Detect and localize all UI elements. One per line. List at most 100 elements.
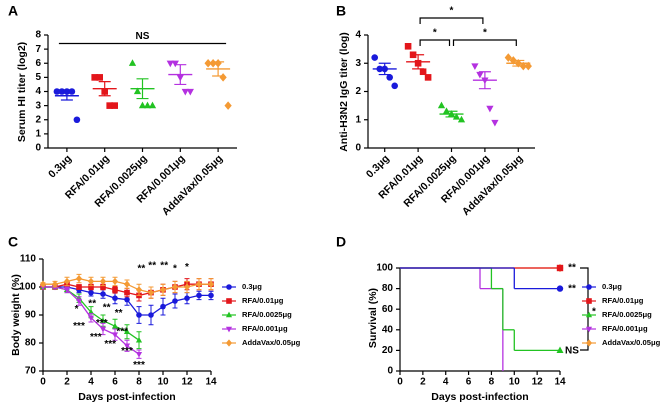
significance-bracket <box>580 267 589 351</box>
significance-label: *** <box>73 321 85 332</box>
x-tick-label: AddaVax/0.05μg <box>460 153 525 218</box>
panel-letter: B <box>336 3 346 19</box>
x-tick-label: 10 <box>509 377 521 388</box>
data-point <box>112 295 118 302</box>
data-point <box>100 284 106 290</box>
significance-label: * <box>450 6 454 17</box>
x-tick-label: 14 <box>205 377 217 388</box>
y-tick-label: 40 <box>382 324 394 335</box>
data-point <box>476 71 484 79</box>
legend-label: 0.3μg <box>602 282 622 291</box>
data-point <box>63 287 71 294</box>
significance-label: NS <box>136 31 150 42</box>
data-point <box>386 74 394 81</box>
data-point <box>207 280 215 288</box>
error-bar <box>378 62 391 76</box>
error-bar <box>174 64 187 86</box>
data-point <box>491 119 499 127</box>
data-point <box>39 280 47 288</box>
significance-label: * <box>75 304 79 315</box>
data-point <box>391 82 399 90</box>
y-tick-label: 2 <box>35 114 41 125</box>
data-point <box>87 308 95 315</box>
data-point <box>160 303 166 310</box>
x-tick-label: 6 <box>112 377 118 388</box>
data-point <box>166 60 174 68</box>
significance-label: ** <box>88 298 96 309</box>
data-point <box>123 328 131 335</box>
legend-marker <box>586 284 592 290</box>
data-point <box>99 277 107 286</box>
y-axis-label: Body weight (%) <box>10 274 22 356</box>
legend-label: AddaVax/0.05μg <box>602 338 661 347</box>
data-point <box>91 74 98 81</box>
data-point <box>204 58 212 68</box>
x-tick-label: 4 <box>443 377 449 388</box>
data-point <box>471 63 479 71</box>
data-point <box>53 88 61 95</box>
y-tick-label: 80 <box>382 283 394 294</box>
y-tick-label: 0 <box>35 143 41 154</box>
y-axis-label: Anti-H3N2 IgG titer (log) <box>338 32 350 152</box>
y-tick-label: 20 <box>382 345 394 356</box>
data-point <box>136 312 142 318</box>
data-point <box>96 74 103 81</box>
significance-label: *** <box>116 326 128 337</box>
legend-label: RFA/0.001μg <box>602 324 648 333</box>
data-point <box>147 288 155 297</box>
significance-label: *** <box>96 318 108 329</box>
data-point <box>486 105 494 113</box>
data-point <box>135 351 143 358</box>
y-tick-label: 100 <box>19 282 36 293</box>
legend-marker <box>585 326 593 333</box>
y-tick-label: 0 <box>387 366 393 377</box>
data-point <box>63 277 71 286</box>
y-tick-label: 60 <box>382 304 394 315</box>
data-point <box>224 101 232 110</box>
y-tick-label: 6 <box>35 58 41 69</box>
significance-label: ** <box>115 308 123 319</box>
y-tick-label: 8 <box>35 30 41 41</box>
data-point <box>133 87 142 95</box>
x-tick-label: 14 <box>554 377 566 388</box>
y-tick-label: 4 <box>355 30 361 41</box>
x-tick-label: 2 <box>420 377 426 388</box>
error-bar <box>412 54 425 70</box>
data-point <box>88 284 94 290</box>
x-axis-label: Days post-infection <box>431 391 528 403</box>
data-point <box>124 289 130 296</box>
significance-label: *** <box>90 332 102 343</box>
legend-label: RFA/0.0025μg <box>242 310 292 319</box>
data-point <box>419 68 427 76</box>
y-axis-label: Serum HI titer (log2) <box>16 42 28 142</box>
legend-label: RFA/0.01μg <box>602 296 644 305</box>
y-tick-label: 3 <box>35 100 41 111</box>
y-tick-label: 5 <box>35 72 41 83</box>
legend-label: RFA/0.001μg <box>242 324 288 333</box>
legend-label: 0.3μg <box>242 282 262 291</box>
legend-marker <box>585 339 593 347</box>
error-bar <box>212 61 225 77</box>
significance-label: ** <box>568 284 576 295</box>
data-point <box>76 284 82 290</box>
data-point <box>73 116 81 124</box>
data-point <box>124 296 130 303</box>
error-bar <box>512 59 525 67</box>
data-point <box>135 286 143 294</box>
data-point <box>143 101 152 109</box>
significance-label: * <box>592 307 596 318</box>
y-axis-label: Survival (%) <box>367 288 379 348</box>
significance-label: *** <box>121 346 133 357</box>
data-point <box>87 277 95 286</box>
y-tick-label: 2 <box>355 86 361 97</box>
x-tick-label: 12 <box>532 377 544 388</box>
data-point <box>437 101 446 109</box>
data-point <box>184 295 190 302</box>
data-point <box>183 283 191 291</box>
data-point <box>219 73 227 82</box>
x-tick-label: 4 <box>88 377 94 388</box>
data-point <box>111 332 119 338</box>
x-tick-label: 8 <box>136 377 142 388</box>
data-point <box>159 286 167 294</box>
data-point <box>51 280 59 288</box>
